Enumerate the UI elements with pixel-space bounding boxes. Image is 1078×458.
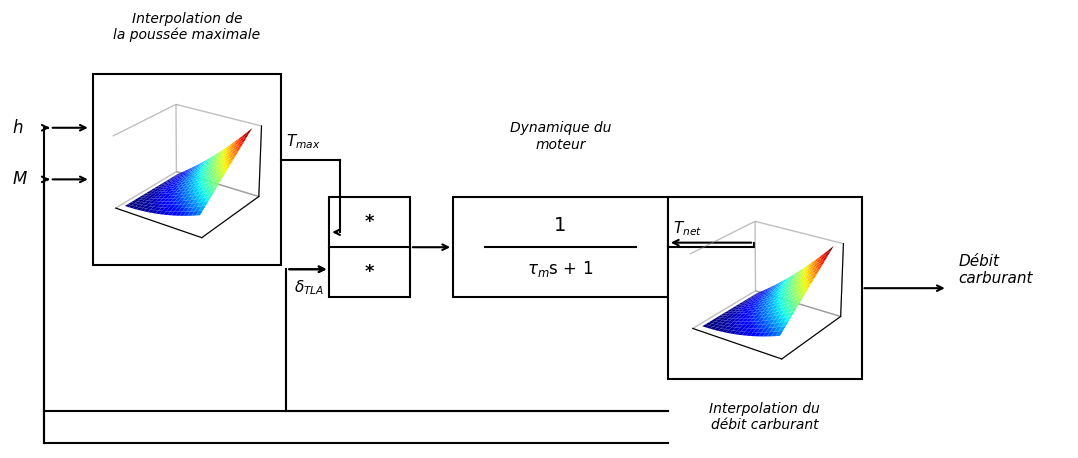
Text: $h$: $h$ xyxy=(12,119,24,137)
Text: Interpolation du
débit carburant: Interpolation du débit carburant xyxy=(709,402,820,432)
FancyBboxPatch shape xyxy=(668,197,861,379)
FancyBboxPatch shape xyxy=(453,197,668,297)
Text: $T_{net}$: $T_{net}$ xyxy=(674,219,703,238)
Text: 1: 1 xyxy=(554,216,567,234)
Text: $M$: $M$ xyxy=(12,170,28,188)
Text: Interpolation de
la poussée maximale: Interpolation de la poussée maximale xyxy=(113,11,261,42)
FancyBboxPatch shape xyxy=(330,197,410,297)
Text: *: * xyxy=(364,263,374,281)
FancyBboxPatch shape xyxy=(93,74,281,266)
Text: Dynamique du
moteur: Dynamique du moteur xyxy=(510,121,611,152)
Text: *: * xyxy=(364,213,374,231)
Text: Débit
carburant: Débit carburant xyxy=(958,254,1033,286)
Text: $\tau_m$s + 1: $\tau_m$s + 1 xyxy=(527,259,594,279)
Text: $\delta_{TLA}$: $\delta_{TLA}$ xyxy=(293,278,324,297)
Text: $T_{max}$: $T_{max}$ xyxy=(287,132,321,151)
